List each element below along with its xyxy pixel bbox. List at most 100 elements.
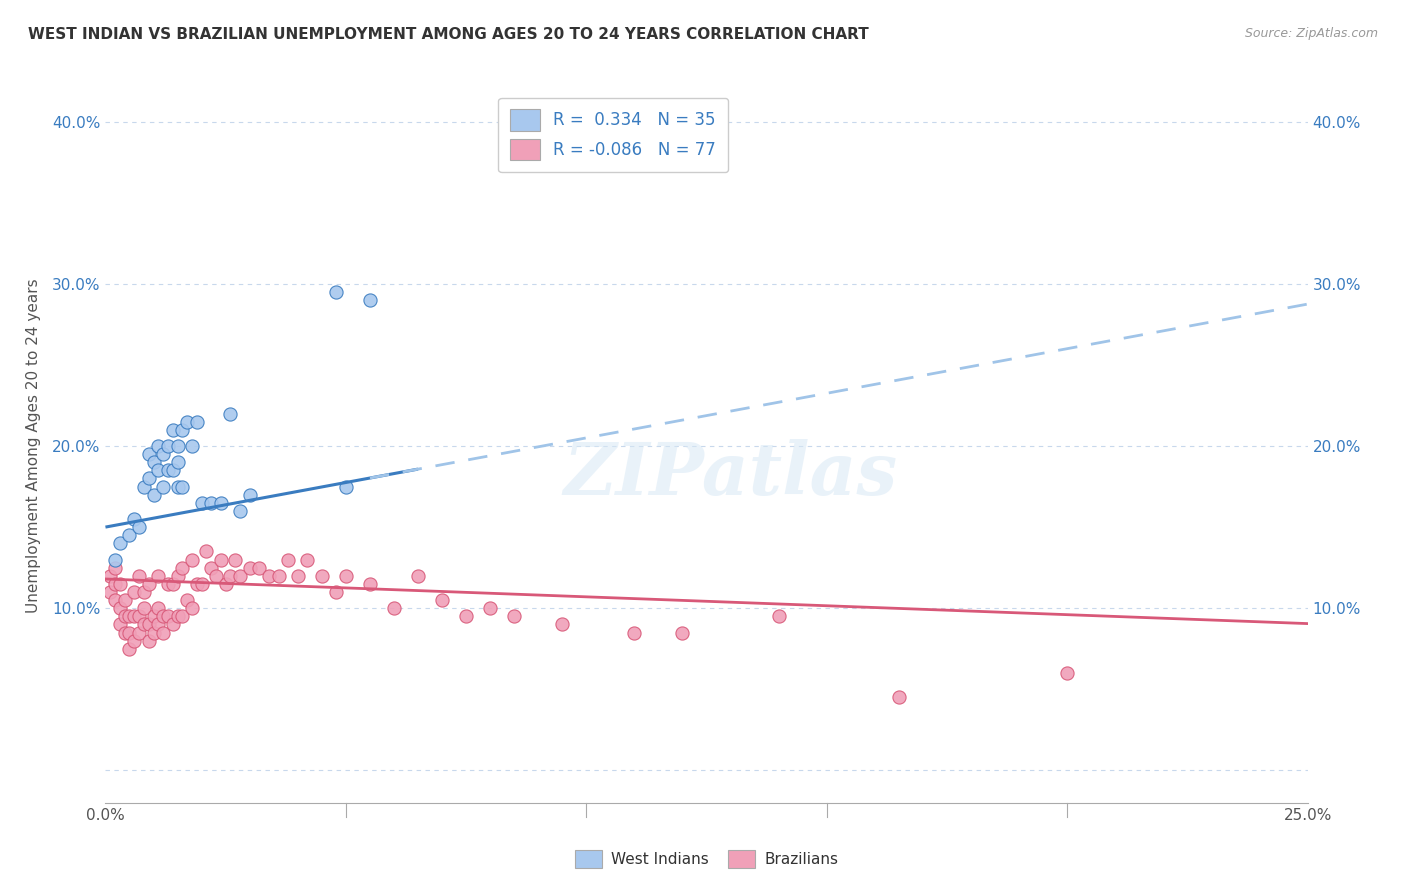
Y-axis label: Unemployment Among Ages 20 to 24 years: Unemployment Among Ages 20 to 24 years [25,278,41,614]
Point [172,609,194,624]
Point [176,415,198,429]
Point [176,593,198,607]
Point [239,488,262,502]
Point [132,601,155,615]
Point [186,415,208,429]
Point [124,609,146,624]
Point [239,560,262,574]
Point [114,609,136,624]
Text: Source: ZipAtlas.com: Source: ZipAtlas.com [1244,27,1378,40]
Point [152,609,174,624]
Point [124,512,146,526]
Point [156,577,179,591]
Point [297,552,319,566]
Point [671,625,693,640]
Point [128,568,150,582]
Point [118,625,141,640]
Point [479,601,502,615]
Point [156,609,179,624]
Point [768,609,790,624]
Point [229,504,252,518]
Point [108,536,131,550]
Point [454,609,477,624]
Text: ZIPatlas: ZIPatlas [564,439,897,510]
Point [209,552,232,566]
Point [190,577,212,591]
Point [166,609,188,624]
Point [148,601,170,615]
Point [181,601,204,615]
Point [128,520,150,534]
Point [138,577,160,591]
Point [108,601,131,615]
Point [229,568,252,582]
Point [166,455,188,469]
Point [195,544,218,558]
Point [430,593,453,607]
Point [200,496,222,510]
Point [359,293,381,307]
Point [162,463,184,477]
Point [148,617,170,632]
Point [503,609,526,624]
Point [551,617,574,632]
Point [325,285,347,299]
Point [887,690,910,705]
Point [118,641,141,656]
Point [325,585,347,599]
Point [181,552,204,566]
Point [172,560,194,574]
Point [104,552,127,566]
Point [162,577,184,591]
Point [406,568,429,582]
Point [224,552,246,566]
Point [142,609,165,624]
Legend: West Indians, Brazilians: West Indians, Brazilians [568,844,845,873]
Point [148,439,170,453]
Point [138,471,160,485]
Point [98,568,121,582]
Point [142,625,165,640]
Point [277,552,299,566]
Point [104,577,127,591]
Point [142,488,165,502]
Point [335,479,357,493]
Point [359,577,381,591]
Point [209,496,232,510]
Point [132,617,155,632]
Point [148,463,170,477]
Point [138,617,160,632]
Point [108,617,131,632]
Point [200,560,222,574]
Point [104,593,127,607]
Point [166,439,188,453]
Point [128,625,150,640]
Point [166,479,188,493]
Point [172,423,194,437]
Point [172,479,194,493]
Point [335,568,357,582]
Point [247,560,270,574]
Point [108,577,131,591]
Point [152,479,174,493]
Point [219,407,242,421]
Point [132,585,155,599]
Point [114,593,136,607]
Point [132,479,155,493]
Point [1056,666,1078,681]
Point [166,568,188,582]
Point [267,568,290,582]
Point [148,568,170,582]
Point [287,568,309,582]
Point [118,609,141,624]
Point [205,568,228,582]
Point [219,568,242,582]
Point [138,633,160,648]
Point [124,633,146,648]
Point [138,447,160,461]
Point [186,577,208,591]
Point [181,439,204,453]
Point [190,496,212,510]
Point [152,447,174,461]
Point [623,625,645,640]
